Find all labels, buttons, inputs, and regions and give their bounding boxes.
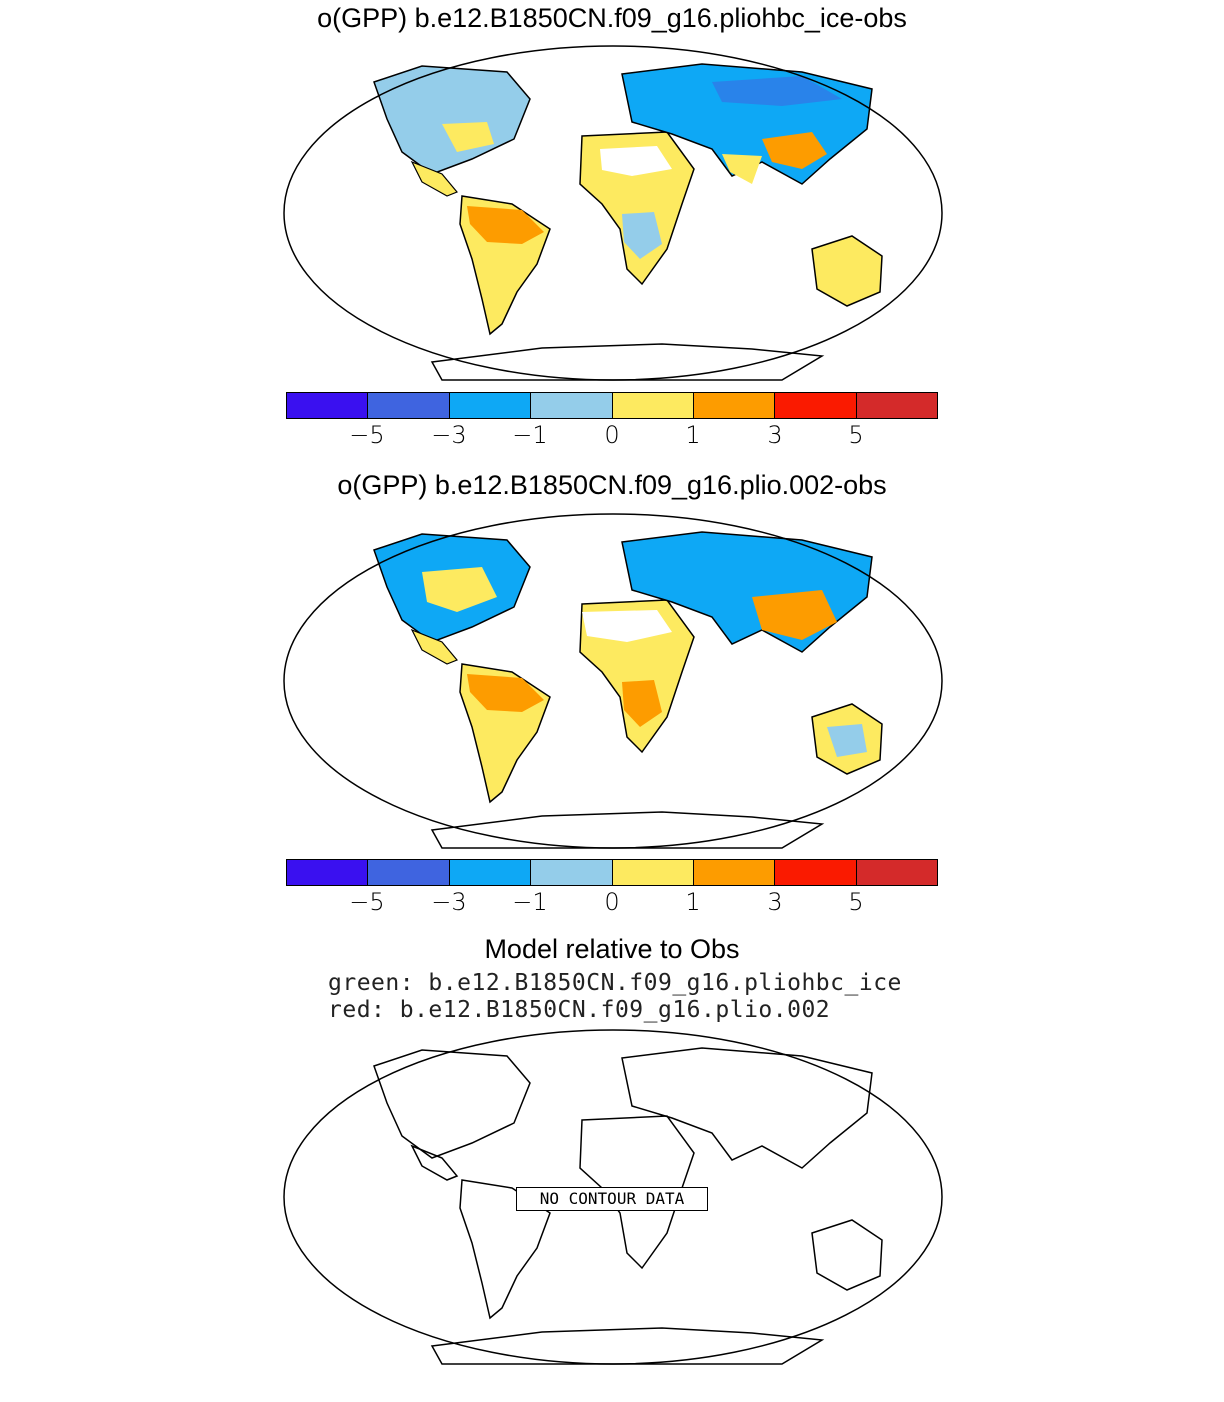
comparison-map <box>282 1028 944 1366</box>
colorbar-swatch <box>693 393 776 418</box>
central-america-outline <box>410 1144 459 1181</box>
colorbar-tick-label: 1 <box>685 888 701 916</box>
colorbar-tick-label: −5 <box>349 888 385 916</box>
comparison-map-svg <box>283 1029 943 1365</box>
panel-1-map <box>282 44 944 382</box>
colorbar-tick-label: 1 <box>685 421 701 449</box>
colorbar-tick-label: −5 <box>349 421 385 449</box>
colorbar-tick-label: −1 <box>512 421 548 449</box>
colorbar-swatch <box>531 393 613 418</box>
colorbar-tick-label: 0 <box>604 421 620 449</box>
africa-outline <box>579 1115 695 1270</box>
sahara-patch <box>600 146 672 176</box>
no-contour-data-label: NO CONTOUR DATA <box>516 1187 708 1211</box>
colorbar-swatch <box>287 860 369 885</box>
panel-1-map-svg <box>283 45 943 381</box>
comparison-title: Model relative to Obs <box>484 934 740 964</box>
colorbar-swatch <box>693 860 776 885</box>
australia-region <box>811 235 883 307</box>
colorbar-swatch <box>775 393 857 418</box>
panel-2-map <box>282 512 944 850</box>
colorbar-swatch <box>612 393 694 418</box>
australia-interior-patch <box>827 724 867 757</box>
tropical-south-america-patch <box>467 206 544 244</box>
red-series-legend: red: b.e12.B1850CN.f09_g16.plio.002 <box>328 997 831 1023</box>
map-boundary <box>283 1029 943 1365</box>
central-africa-patch <box>622 680 662 727</box>
colorbar-tick-label: −1 <box>512 888 548 916</box>
colorbar-swatch <box>449 860 532 885</box>
colorbar-tick-label: −3 <box>431 421 467 449</box>
siberia-patch <box>712 76 842 106</box>
anomaly-patches <box>442 76 842 259</box>
panel-1-colorbar-ticks: −5 −3 −1 0 1 3 5 <box>286 421 938 451</box>
panel-2-colorbar <box>286 859 938 886</box>
colorbar-swatch <box>287 393 369 418</box>
central-america-region <box>410 628 458 665</box>
australia-outline <box>811 1219 883 1291</box>
colorbar-tick-label: 5 <box>848 421 864 449</box>
colorbar-swatch <box>449 393 532 418</box>
panel-2-colorbar-ticks: −5 −3 −1 0 1 3 5 <box>286 888 938 918</box>
colorbar-swatch <box>531 860 613 885</box>
panel-2-map-svg <box>283 513 943 849</box>
tropical-south-america-patch <box>467 674 544 712</box>
antarctica-outline <box>430 811 825 849</box>
colorbar-swatch <box>612 860 694 885</box>
colorbar-tick-label: 3 <box>767 888 783 916</box>
panel-1-colorbar <box>286 392 938 419</box>
colorbar-swatch <box>368 393 450 418</box>
eurasia-outline <box>621 1047 873 1169</box>
map-boundary <box>283 513 943 849</box>
colorbar-swatch <box>775 860 857 885</box>
anomaly-patches <box>422 567 867 757</box>
north-america-outline <box>373 1049 531 1159</box>
east-asia-patch <box>762 132 827 169</box>
colorbar-tick-label: 0 <box>604 888 620 916</box>
coastlines <box>373 1047 883 1365</box>
colorbar-tick-label: 3 <box>767 421 783 449</box>
south-asia-patch <box>722 154 762 184</box>
sahara-patch <box>582 610 672 642</box>
colorbar-swatch <box>368 860 450 885</box>
panel-2-title: o(GPP) b.e12.B1850CN.f09_g16.plio.002-ob… <box>337 470 887 500</box>
central-america-region <box>410 160 458 197</box>
antarctica-outline <box>430 343 825 381</box>
north-america-interior-patch <box>422 567 497 612</box>
colorbar-tick-label: 5 <box>848 888 864 916</box>
colorbar-swatch <box>856 393 937 418</box>
green-series-legend: green: b.e12.B1850CN.f09_g16.pliohbc_ice <box>328 970 902 996</box>
colorbar-tick-label: −3 <box>431 888 467 916</box>
central-africa-patch <box>622 212 662 259</box>
east-asia-patch <box>752 590 837 640</box>
antarctica-outline <box>430 1327 825 1365</box>
panel-1-title: o(GPP) b.e12.B1850CN.f09_g16.pliohbc_ice… <box>317 3 907 33</box>
map-boundary <box>283 45 943 381</box>
north-america-region <box>373 65 531 175</box>
colorbar-swatch <box>856 860 937 885</box>
eastern-north-america-patch <box>442 122 494 152</box>
